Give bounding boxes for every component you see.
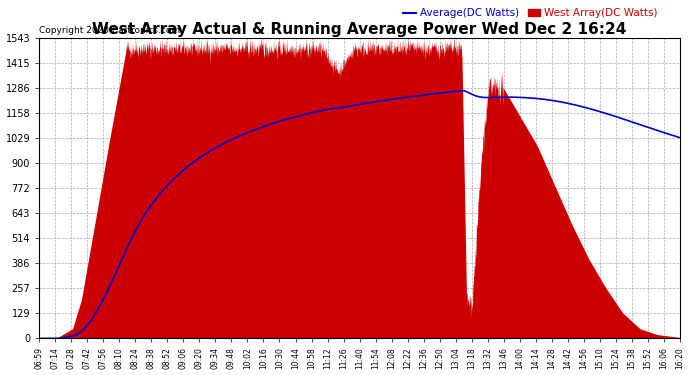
Text: Copyright 2020 Cartronics.com: Copyright 2020 Cartronics.com [39,26,180,35]
Legend: Average(DC Watts), West Array(DC Watts): Average(DC Watts), West Array(DC Watts) [400,4,662,22]
Title: West Array Actual & Running Average Power Wed Dec 2 16:24: West Array Actual & Running Average Powe… [92,22,627,37]
